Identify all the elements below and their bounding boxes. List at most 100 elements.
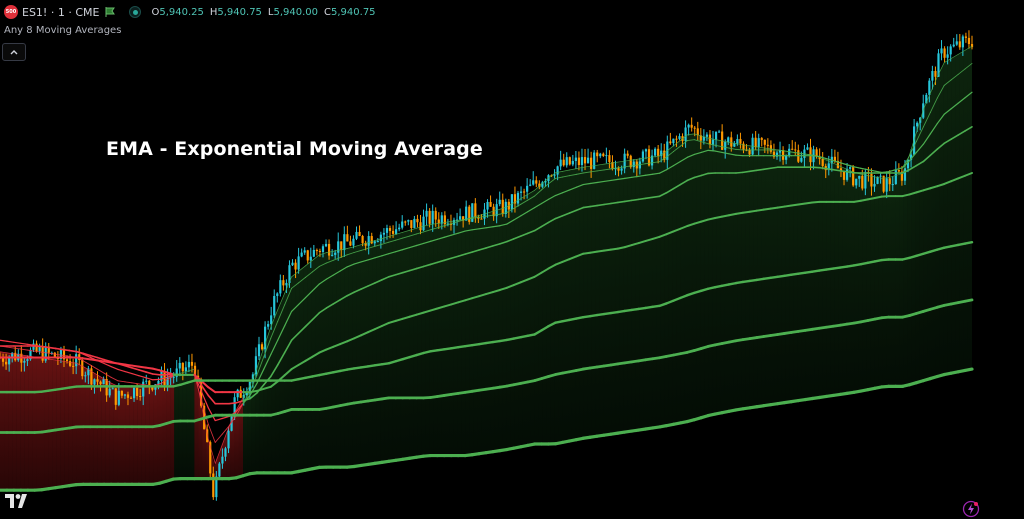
symbol-title[interactable]: ES1! · 1 · CME (22, 5, 100, 19)
tradingview-logo[interactable] (5, 494, 31, 508)
candle-body (346, 234, 349, 242)
ribbon-segment (376, 238, 381, 464)
ema-100-line (672, 227, 682, 233)
symbol-badge[interactable]: 500 (4, 5, 18, 19)
candle-body (324, 243, 328, 247)
ema-50-line (901, 168, 911, 174)
ema-50-line (339, 294, 348, 301)
ribbon-segment (109, 382, 114, 485)
ema-20-line (117, 368, 126, 373)
candle-body (422, 216, 425, 231)
ribbon-segment (801, 153, 806, 401)
ema-8-line (311, 265, 320, 273)
ema-lines (0, 45, 974, 492)
candle-body (696, 128, 699, 136)
ema-20-line (568, 186, 577, 191)
ema-100-line (623, 244, 633, 249)
ribbon-segment (688, 133, 693, 422)
ema-3-line (96, 374, 105, 380)
ema-8-line (652, 161, 661, 164)
ribbon-segment (178, 372, 183, 479)
candle-body (906, 159, 910, 169)
candle-body (358, 231, 361, 236)
indicator-label[interactable]: Any 8 Moving Averages (4, 25, 122, 36)
ohlc-values: O5,940.25 H5,940.75 L5,940.00 C5,940.75 (151, 7, 375, 18)
ema-50-line (443, 257, 453, 262)
ema-8-line (464, 217, 473, 220)
candle-body (754, 137, 757, 148)
ribbon-segment (214, 454, 219, 479)
ribbon-segment (514, 199, 519, 449)
ema-20-line (596, 180, 605, 184)
market-status-icon[interactable] (129, 6, 142, 18)
ribbon-segment (891, 175, 896, 387)
candle-body (410, 220, 413, 228)
ema-20-line (832, 160, 841, 164)
candle-body (742, 143, 745, 150)
candle-body (964, 36, 968, 38)
ema-8-line (395, 237, 404, 241)
candle-body (909, 154, 913, 160)
candle-body (626, 153, 629, 156)
ema-200-line (963, 240, 974, 245)
candle-body (93, 379, 96, 385)
ribbon-segment (36, 357, 41, 491)
ema-8-line (485, 214, 494, 217)
ema-100-line (616, 246, 626, 250)
ema-100-line (964, 172, 973, 177)
ribbon-segment (113, 384, 118, 485)
ema-50-line (936, 142, 946, 150)
ema-100-line (714, 215, 724, 220)
ema-3-line (305, 259, 313, 267)
candle-body (772, 151, 776, 157)
ema-50-line (471, 249, 480, 253)
ema-3-line (950, 54, 959, 59)
ribbon-segment (947, 58, 952, 374)
ema-50-line (749, 169, 758, 173)
ema-50-line (332, 299, 342, 305)
ribbon-segment (579, 167, 584, 440)
ema-3-line (214, 444, 223, 464)
ema-50-line (408, 267, 418, 272)
candle-body (815, 149, 818, 157)
ema-100-line (373, 325, 383, 331)
ribbon-segment (125, 386, 130, 485)
ribbon-segment (40, 357, 45, 490)
candle-body (818, 156, 821, 159)
ribbon-segment (368, 241, 373, 465)
ema-50-line (381, 275, 390, 281)
ema-20-line (582, 182, 591, 186)
ribbon-segment (251, 373, 256, 474)
ema-50-line (145, 371, 154, 375)
ema-100-line (165, 371, 175, 376)
ema-50-line (519, 232, 529, 237)
ema-8-line (929, 97, 938, 113)
ema-100-line (207, 386, 217, 394)
ema-3-line (82, 366, 91, 372)
ribbon-segment (28, 355, 33, 491)
ema-20-line (547, 194, 557, 200)
collapse-button[interactable] (2, 43, 26, 61)
candle-body (516, 192, 520, 204)
ribbon-segment (587, 166, 592, 438)
ema-50-line (700, 172, 709, 177)
ribbon-segment (915, 122, 920, 384)
ema-20-line (554, 192, 563, 197)
candle-body (303, 250, 306, 253)
ribbon-segment (299, 267, 304, 472)
ema-20-line (735, 154, 744, 157)
ribbon-segment (619, 161, 624, 433)
ema-20-line (818, 155, 827, 160)
ribbon-segment (716, 139, 721, 414)
lightning-icon[interactable] (962, 500, 980, 518)
overlay-title: EMA - Exponential Moving Average (106, 138, 483, 160)
flag-icon[interactable] (105, 7, 116, 17)
ribbon-segment (194, 369, 199, 479)
ribbon-segment (425, 224, 430, 456)
candle-body (608, 155, 611, 162)
ema-3-line (603, 162, 612, 165)
ema-100-line (123, 363, 133, 367)
ema-8-line (624, 165, 633, 168)
ema-50-line (742, 170, 751, 174)
